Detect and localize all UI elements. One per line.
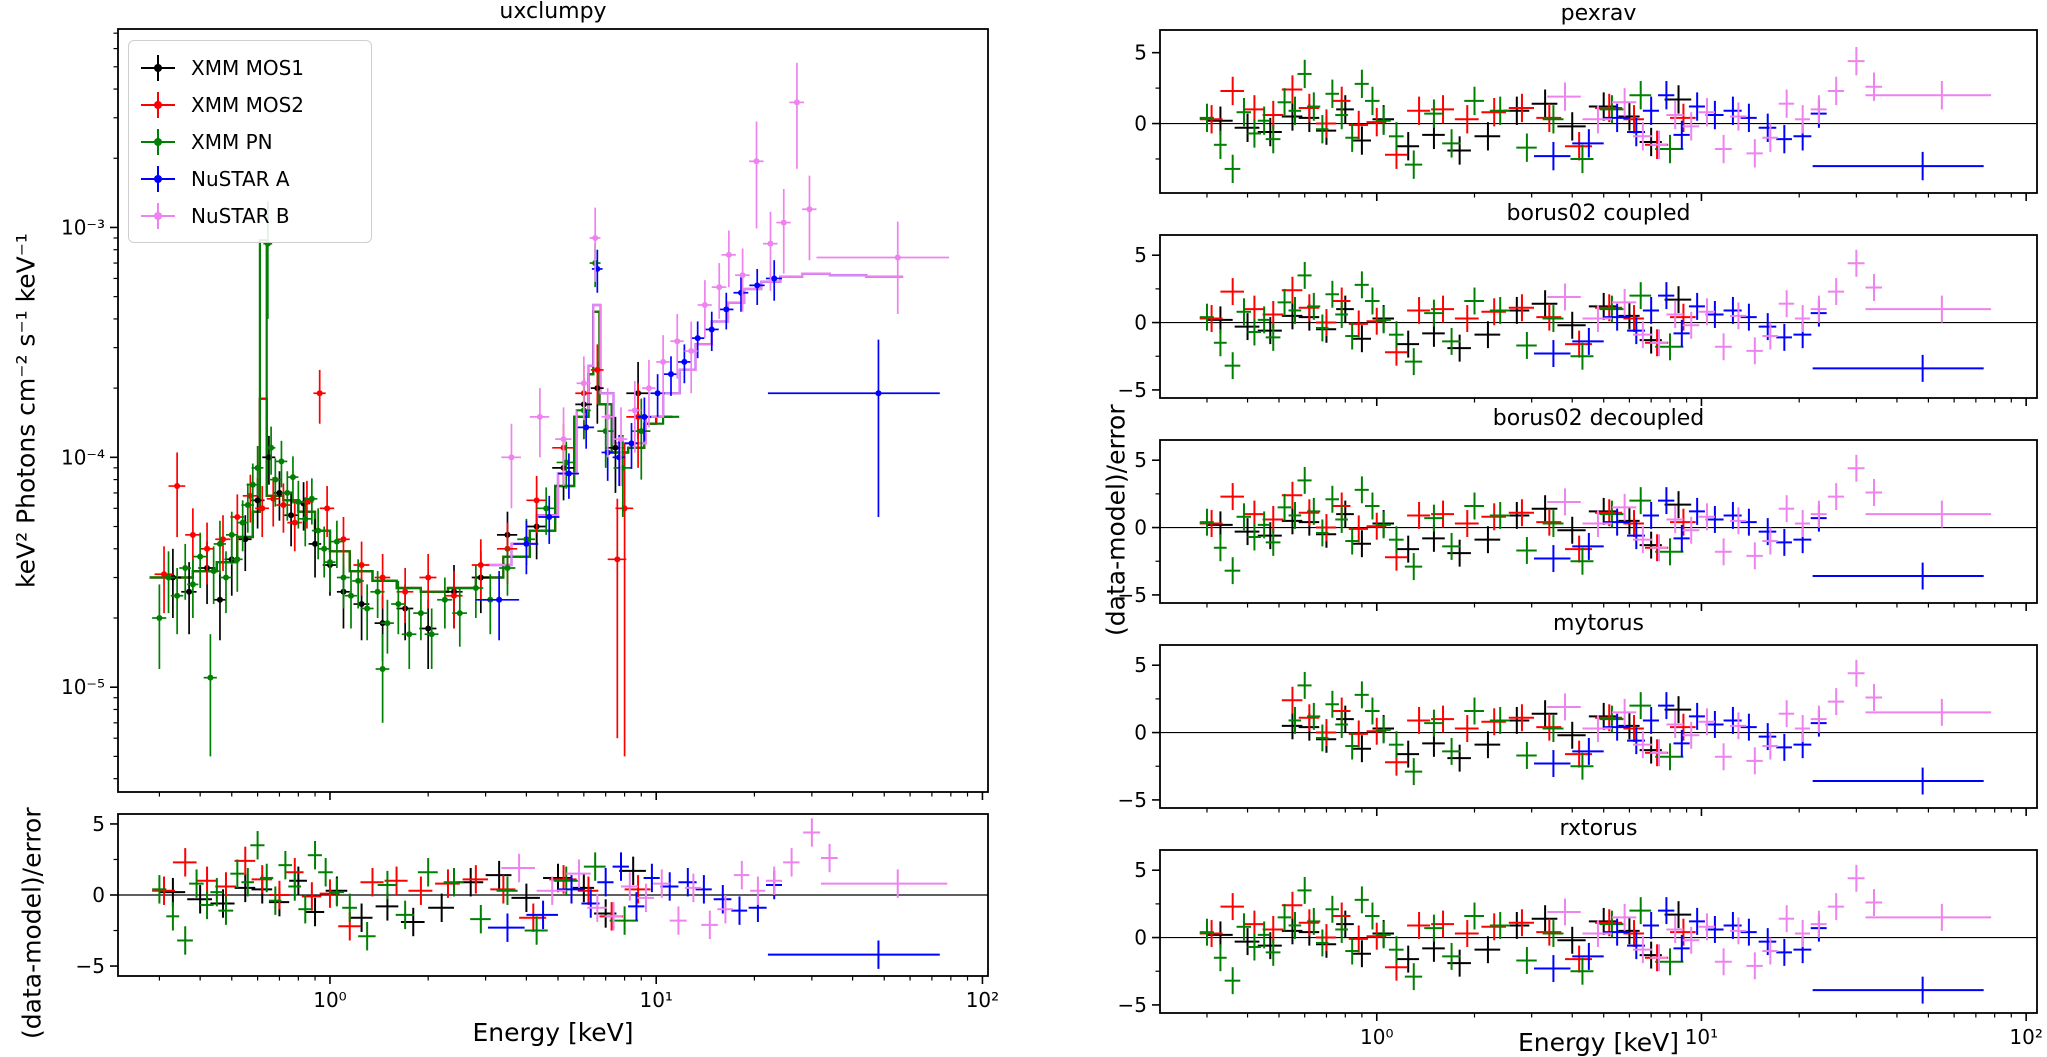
series-nustar-b bbox=[1547, 659, 1992, 775]
panel-mytorus: 5 0 −5 bbox=[1118, 644, 2038, 816]
errorbar-marker-icon bbox=[141, 128, 175, 156]
panel-title-borus02-coupled: borus02 coupled bbox=[1506, 201, 1691, 226]
y-tick-label: 0 bbox=[92, 883, 105, 907]
series-xmm-mos1 bbox=[1281, 696, 1692, 772]
errorbar-marker-icon bbox=[141, 202, 175, 230]
legend-label: XMM PN bbox=[191, 129, 273, 154]
series-xmm-mos2 bbox=[154, 344, 649, 757]
panel-title-rxtorus: rxtorus bbox=[1559, 816, 1638, 841]
left-residual-y-axis-label: (data-model)/error bbox=[17, 807, 47, 1040]
errorbar-marker-icon bbox=[141, 165, 175, 193]
y-tick-label: −5 bbox=[1118, 583, 1147, 607]
series-xmm-mos1 bbox=[1206, 286, 1692, 362]
x-tick-label: 10² bbox=[966, 988, 999, 1012]
y-tick-label: 0 bbox=[1134, 926, 1147, 950]
y-tick-label: 10⁻⁵ bbox=[61, 675, 105, 699]
legend-item-xmm-mos2: XMM MOS2 bbox=[141, 86, 359, 123]
series-xmm-mos1 bbox=[159, 856, 646, 937]
y-tick-label: 5 bbox=[92, 812, 105, 836]
series-xmm-pn bbox=[1199, 876, 1684, 995]
series-xmm-pn bbox=[152, 201, 651, 757]
series-xmm-pn bbox=[1288, 671, 1684, 786]
series-nustar-a bbox=[1534, 282, 1984, 382]
y-tick-label: −5 bbox=[1118, 993, 1147, 1017]
errorbar-marker-icon bbox=[141, 91, 175, 119]
legend-label: NuSTAR A bbox=[191, 166, 290, 191]
series-xmm-mos2 bbox=[1199, 276, 1696, 366]
series-nustar-b bbox=[1547, 454, 1992, 570]
main-y-axis-label: keV² Photons cm⁻² s⁻¹ keV⁻¹ bbox=[11, 233, 41, 588]
y-tick-label: 10⁻⁴ bbox=[61, 445, 105, 469]
series-nustar-a bbox=[1534, 897, 1984, 1004]
series-xmm-mos2 bbox=[1199, 75, 1696, 169]
left-x-axis-label: Energy [keV] bbox=[472, 1018, 634, 1047]
y-tick-label: 5 bbox=[1134, 653, 1147, 677]
series-xmm-mos1 bbox=[1206, 491, 1692, 567]
right-x-axis-label: Energy [keV] bbox=[1517, 1028, 1680, 1057]
series-nustar-b bbox=[501, 818, 948, 940]
legend-item-nustar-b: NuSTAR B bbox=[141, 197, 359, 234]
legend: XMM MOS1 XMM MOS2 XMM PN NuSTAR A NuSTAR… bbox=[128, 40, 372, 243]
series-xmm-pn bbox=[152, 831, 639, 955]
y-tick-label: 0 bbox=[1134, 112, 1147, 136]
panel-uxclumpy-spectrum: 10⁻³ 10⁻⁴ 10⁻⁵ bbox=[61, 28, 989, 800]
series-nustar-a bbox=[475, 249, 940, 641]
y-tick-label: 5 bbox=[1134, 41, 1147, 65]
series-xmm-mos1 bbox=[1206, 85, 1692, 165]
series-xmm-pn bbox=[1199, 59, 1684, 184]
y-tick-label: 10⁻³ bbox=[61, 215, 105, 239]
series-xmm-mos2 bbox=[152, 846, 651, 941]
model-line-nustar-a bbox=[485, 272, 904, 567]
legend-label: XMM MOS1 bbox=[191, 55, 304, 80]
legend-label: XMM MOS2 bbox=[191, 92, 304, 117]
y-tick-label: 5 bbox=[1134, 858, 1147, 882]
y-tick-label: 5 bbox=[1134, 243, 1147, 267]
x-tick-label: 10⁰ bbox=[313, 988, 346, 1012]
panel-borus02-decoupled: 5 0 −5 bbox=[1118, 439, 2038, 611]
y-tick-label: 5 bbox=[1134, 448, 1147, 472]
x-tick-label: 10¹ bbox=[639, 988, 672, 1012]
panel-title-borus02-decoupled: borus02 decoupled bbox=[1492, 406, 1705, 431]
series-xmm-mos2 bbox=[1199, 891, 1696, 981]
y-tick-label: −5 bbox=[1118, 788, 1147, 812]
panel-title-mytorus: mytorus bbox=[1553, 611, 1644, 636]
series-xmm-mos2 bbox=[1199, 481, 1696, 571]
legend-item-xmm-pn: XMM PN bbox=[141, 123, 359, 160]
panel-borus02-coupled: 5 0 −5 bbox=[1118, 234, 2038, 406]
legend-item-xmm-mos1: XMM MOS1 bbox=[141, 49, 359, 86]
series-xmm-mos2 bbox=[1281, 686, 1696, 776]
y-tick-label: −5 bbox=[76, 954, 105, 978]
legend-item-nustar-a: NuSTAR A bbox=[141, 160, 359, 197]
y-tick-label: −5 bbox=[1118, 378, 1147, 402]
y-tick-label: 0 bbox=[1134, 516, 1147, 540]
series-nustar-a bbox=[1534, 487, 1984, 590]
series-xmm-pn bbox=[1199, 261, 1684, 380]
panel-rxtorus: 10⁰ 10¹ 10² 5 0 −5 bbox=[1118, 849, 2043, 1049]
series-nustar-a bbox=[1534, 692, 1984, 795]
y-tick-label: 0 bbox=[1134, 311, 1147, 335]
series-xmm-mos1 bbox=[1206, 901, 1692, 977]
series-nustar-b bbox=[501, 62, 950, 509]
series-nustar-b bbox=[1547, 47, 1992, 168]
panel-pexrav: 50 bbox=[1134, 29, 2038, 201]
series-nustar-b bbox=[1547, 249, 1992, 365]
legend-label: NuSTAR B bbox=[191, 203, 290, 228]
panel-uxclumpy-residuals: 10⁰ 10¹ 10² 5 0 −5 bbox=[76, 812, 1000, 1012]
series-nustar-a bbox=[487, 852, 940, 969]
errorbar-marker-icon bbox=[141, 54, 175, 82]
main-title: uxclumpy bbox=[499, 0, 607, 24]
y-tick-label: 0 bbox=[1134, 721, 1147, 745]
panel-title-pexrav: pexrav bbox=[1560, 1, 1637, 26]
right-column-y-axis-label: (data-model)/error bbox=[1101, 404, 1131, 636]
series-nustar-b bbox=[1547, 864, 1992, 980]
x-tick-label: 10⁰ bbox=[1360, 1025, 1393, 1049]
model-line-nustar-b bbox=[485, 272, 904, 567]
x-tick-label: 10¹ bbox=[1685, 1025, 1718, 1049]
x-tick-label: 10² bbox=[2009, 1025, 2042, 1049]
